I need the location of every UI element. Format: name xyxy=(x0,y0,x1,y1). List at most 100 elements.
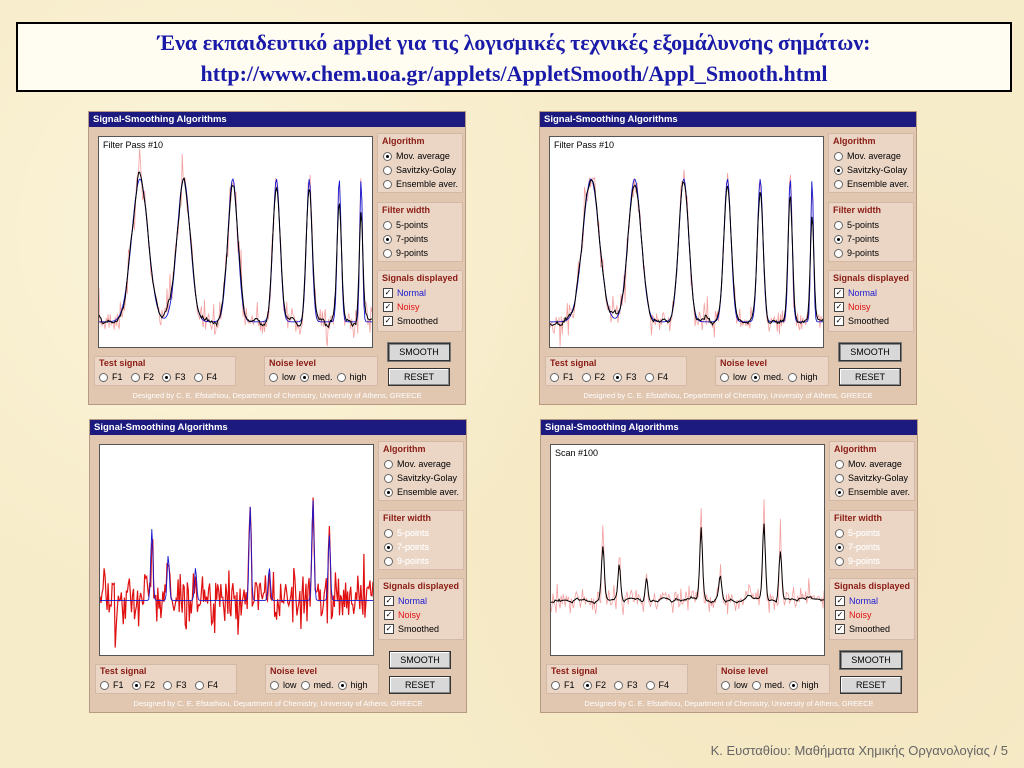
radio-button[interactable] xyxy=(337,680,347,690)
signal-checkbox-row[interactable]: ✓ Normal xyxy=(829,286,913,300)
radio-button[interactable] xyxy=(788,680,798,690)
radio-button[interactable] xyxy=(835,487,844,497)
radio-button[interactable] xyxy=(383,234,392,244)
filter-width-option[interactable]: 5-points xyxy=(378,218,462,232)
radio-button[interactable] xyxy=(384,528,393,538)
test-signal-option[interactable]: F4 xyxy=(193,370,217,384)
signal-checkbox[interactable]: ✓ xyxy=(383,302,393,312)
signal-checkbox[interactable]: ✓ xyxy=(383,288,393,298)
radio-button[interactable] xyxy=(581,372,591,382)
radio-button[interactable] xyxy=(834,220,843,230)
radio-button[interactable] xyxy=(163,680,173,690)
test-signal-option[interactable]: F3 xyxy=(614,678,638,692)
test-signal-option[interactable]: F2 xyxy=(581,370,605,384)
test-signal-option[interactable]: F1 xyxy=(551,678,575,692)
noise-level-option[interactable]: low xyxy=(270,678,297,692)
radio-button[interactable] xyxy=(193,372,203,382)
radio-button[interactable] xyxy=(834,248,843,258)
signal-checkbox-row[interactable]: ✓ Noisy xyxy=(829,300,913,314)
signal-checkbox-row[interactable]: ✓ Smoothed xyxy=(830,622,914,636)
radio-button[interactable] xyxy=(130,372,140,382)
smooth-button[interactable]: SMOOTH xyxy=(388,343,450,361)
filter-width-option[interactable]: 9-points xyxy=(829,246,913,260)
signal-checkbox-row[interactable]: ✓ Normal xyxy=(378,286,462,300)
radio-button[interactable] xyxy=(613,372,623,382)
radio-button[interactable] xyxy=(787,372,797,382)
test-signal-option[interactable]: F4 xyxy=(645,678,669,692)
filter-width-option[interactable]: 7-points xyxy=(378,232,462,246)
radio-button[interactable] xyxy=(300,680,310,690)
radio-button[interactable] xyxy=(582,680,592,690)
radio-button[interactable] xyxy=(99,372,108,382)
radio-button[interactable] xyxy=(834,234,843,244)
radio-button[interactable] xyxy=(384,487,393,497)
noise-level-option[interactable]: low xyxy=(720,370,747,384)
radio-button[interactable] xyxy=(721,680,730,690)
radio-button[interactable] xyxy=(834,165,843,175)
radio-button[interactable] xyxy=(551,680,560,690)
radio-button[interactable] xyxy=(383,165,392,175)
noise-level-option[interactable]: med. xyxy=(299,370,333,384)
radio-button[interactable] xyxy=(194,680,204,690)
noise-level-option[interactable]: low xyxy=(269,370,296,384)
signal-checkbox[interactable]: ✓ xyxy=(835,610,845,620)
radio-button[interactable] xyxy=(269,372,278,382)
noise-level-option[interactable]: high xyxy=(787,370,818,384)
radio-button[interactable] xyxy=(383,220,392,230)
signal-checkbox-row[interactable]: ✓ Noisy xyxy=(378,300,462,314)
filter-width-option[interactable]: 9-points xyxy=(379,554,463,568)
algorithm-option[interactable]: Ensemble aver. xyxy=(378,177,462,191)
radio-button[interactable] xyxy=(645,680,655,690)
test-signal-option[interactable]: F4 xyxy=(194,678,218,692)
signal-checkbox-row[interactable]: ✓ Smoothed xyxy=(379,622,463,636)
radio-button[interactable] xyxy=(131,680,141,690)
test-signal-option[interactable]: F2 xyxy=(131,678,155,692)
signal-checkbox-row[interactable]: ✓ Noisy xyxy=(830,608,914,622)
filter-width-option[interactable]: 9-points xyxy=(378,246,462,260)
signal-checkbox[interactable]: ✓ xyxy=(384,624,394,634)
algorithm-option[interactable]: Mov. average xyxy=(379,457,463,471)
signal-checkbox-row[interactable]: ✓ Normal xyxy=(379,594,463,608)
test-signal-option[interactable]: F2 xyxy=(582,678,606,692)
radio-button[interactable] xyxy=(270,680,279,690)
noise-level-option[interactable]: med. xyxy=(751,678,785,692)
radio-button[interactable] xyxy=(750,372,760,382)
radio-button[interactable] xyxy=(834,179,843,189)
reset-button[interactable]: RESET xyxy=(840,676,902,694)
signal-checkbox-row[interactable]: ✓ Smoothed xyxy=(378,314,462,328)
test-signal-option[interactable]: F2 xyxy=(130,370,154,384)
radio-button[interactable] xyxy=(835,473,844,483)
noise-level-option[interactable]: med. xyxy=(750,370,784,384)
test-signal-option[interactable]: F3 xyxy=(163,678,187,692)
test-signal-option[interactable]: F3 xyxy=(162,370,186,384)
filter-width-option[interactable]: 7-points xyxy=(830,540,914,554)
signal-checkbox[interactable]: ✓ xyxy=(384,610,394,620)
algorithm-option[interactable]: Savitzky-Golay xyxy=(830,471,914,485)
filter-width-option[interactable]: 7-points xyxy=(379,540,463,554)
test-signal-option[interactable]: F3 xyxy=(613,370,637,384)
smooth-button[interactable]: SMOOTH xyxy=(840,651,902,669)
reset-button[interactable]: RESET xyxy=(389,676,451,694)
radio-button[interactable] xyxy=(835,459,844,469)
radio-button[interactable] xyxy=(835,556,844,566)
signal-checkbox-row[interactable]: ✓ Normal xyxy=(830,594,914,608)
reset-button[interactable]: RESET xyxy=(388,368,450,386)
signal-checkbox[interactable]: ✓ xyxy=(834,316,844,326)
signal-checkbox[interactable]: ✓ xyxy=(834,288,844,298)
radio-button[interactable] xyxy=(383,151,392,161)
radio-button[interactable] xyxy=(614,680,624,690)
signal-checkbox-row[interactable]: ✓ Smoothed xyxy=(829,314,913,328)
algorithm-option[interactable]: Savitzky-Golay xyxy=(829,163,913,177)
algorithm-option[interactable]: Mov. average xyxy=(378,149,462,163)
filter-width-option[interactable]: 5-points xyxy=(379,526,463,540)
noise-level-option[interactable]: high xyxy=(336,370,367,384)
radio-button[interactable] xyxy=(384,542,393,552)
algorithm-option[interactable]: Ensemble aver. xyxy=(830,485,914,499)
radio-button[interactable] xyxy=(162,372,172,382)
signal-checkbox-row[interactable]: ✓ Noisy xyxy=(379,608,463,622)
radio-button[interactable] xyxy=(383,248,392,258)
radio-button[interactable] xyxy=(835,542,844,552)
test-signal-option[interactable]: F1 xyxy=(550,370,574,384)
filter-width-option[interactable]: 5-points xyxy=(830,526,914,540)
signal-checkbox[interactable]: ✓ xyxy=(383,316,393,326)
